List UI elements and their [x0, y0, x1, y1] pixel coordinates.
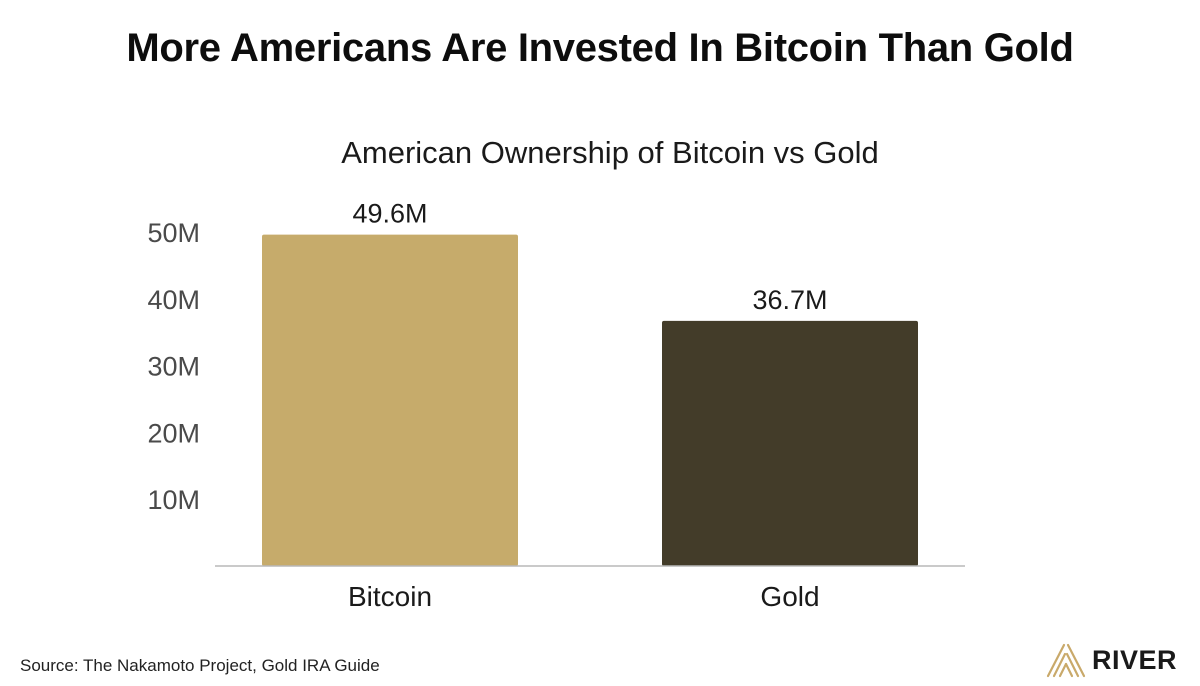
- y-tick-label: 20M: [147, 418, 200, 448]
- x-tick-label: Gold: [760, 581, 819, 612]
- river-chevron-logo-icon: [1046, 643, 1086, 678]
- y-tick-label: 10M: [147, 485, 200, 515]
- value-label: 49.6M: [352, 199, 427, 229]
- value-label: 36.7M: [752, 285, 827, 315]
- bars: 49.6M 36.7M: [262, 199, 918, 566]
- x-tick-label: Bitcoin: [348, 581, 432, 612]
- x-axis: Bitcoin Gold: [348, 581, 820, 612]
- brand-name: RIVER: [1092, 645, 1178, 675]
- headline: More Americans Are Invested In Bitcoin T…: [126, 26, 1074, 70]
- y-tick-label: 30M: [147, 352, 200, 382]
- y-axis: 10M 20M 30M 40M 50M: [147, 218, 200, 515]
- bar-bitcoin: [262, 234, 518, 566]
- source-note: Source: The Nakamoto Project, Gold IRA G…: [20, 656, 380, 675]
- y-tick-label: 40M: [147, 285, 200, 315]
- chart-title: American Ownership of Bitcoin vs Gold: [341, 135, 879, 170]
- brand-logo: RIVER: [1040, 640, 1200, 680]
- y-tick-label: 50M: [147, 218, 200, 248]
- bar-gold: [662, 320, 918, 566]
